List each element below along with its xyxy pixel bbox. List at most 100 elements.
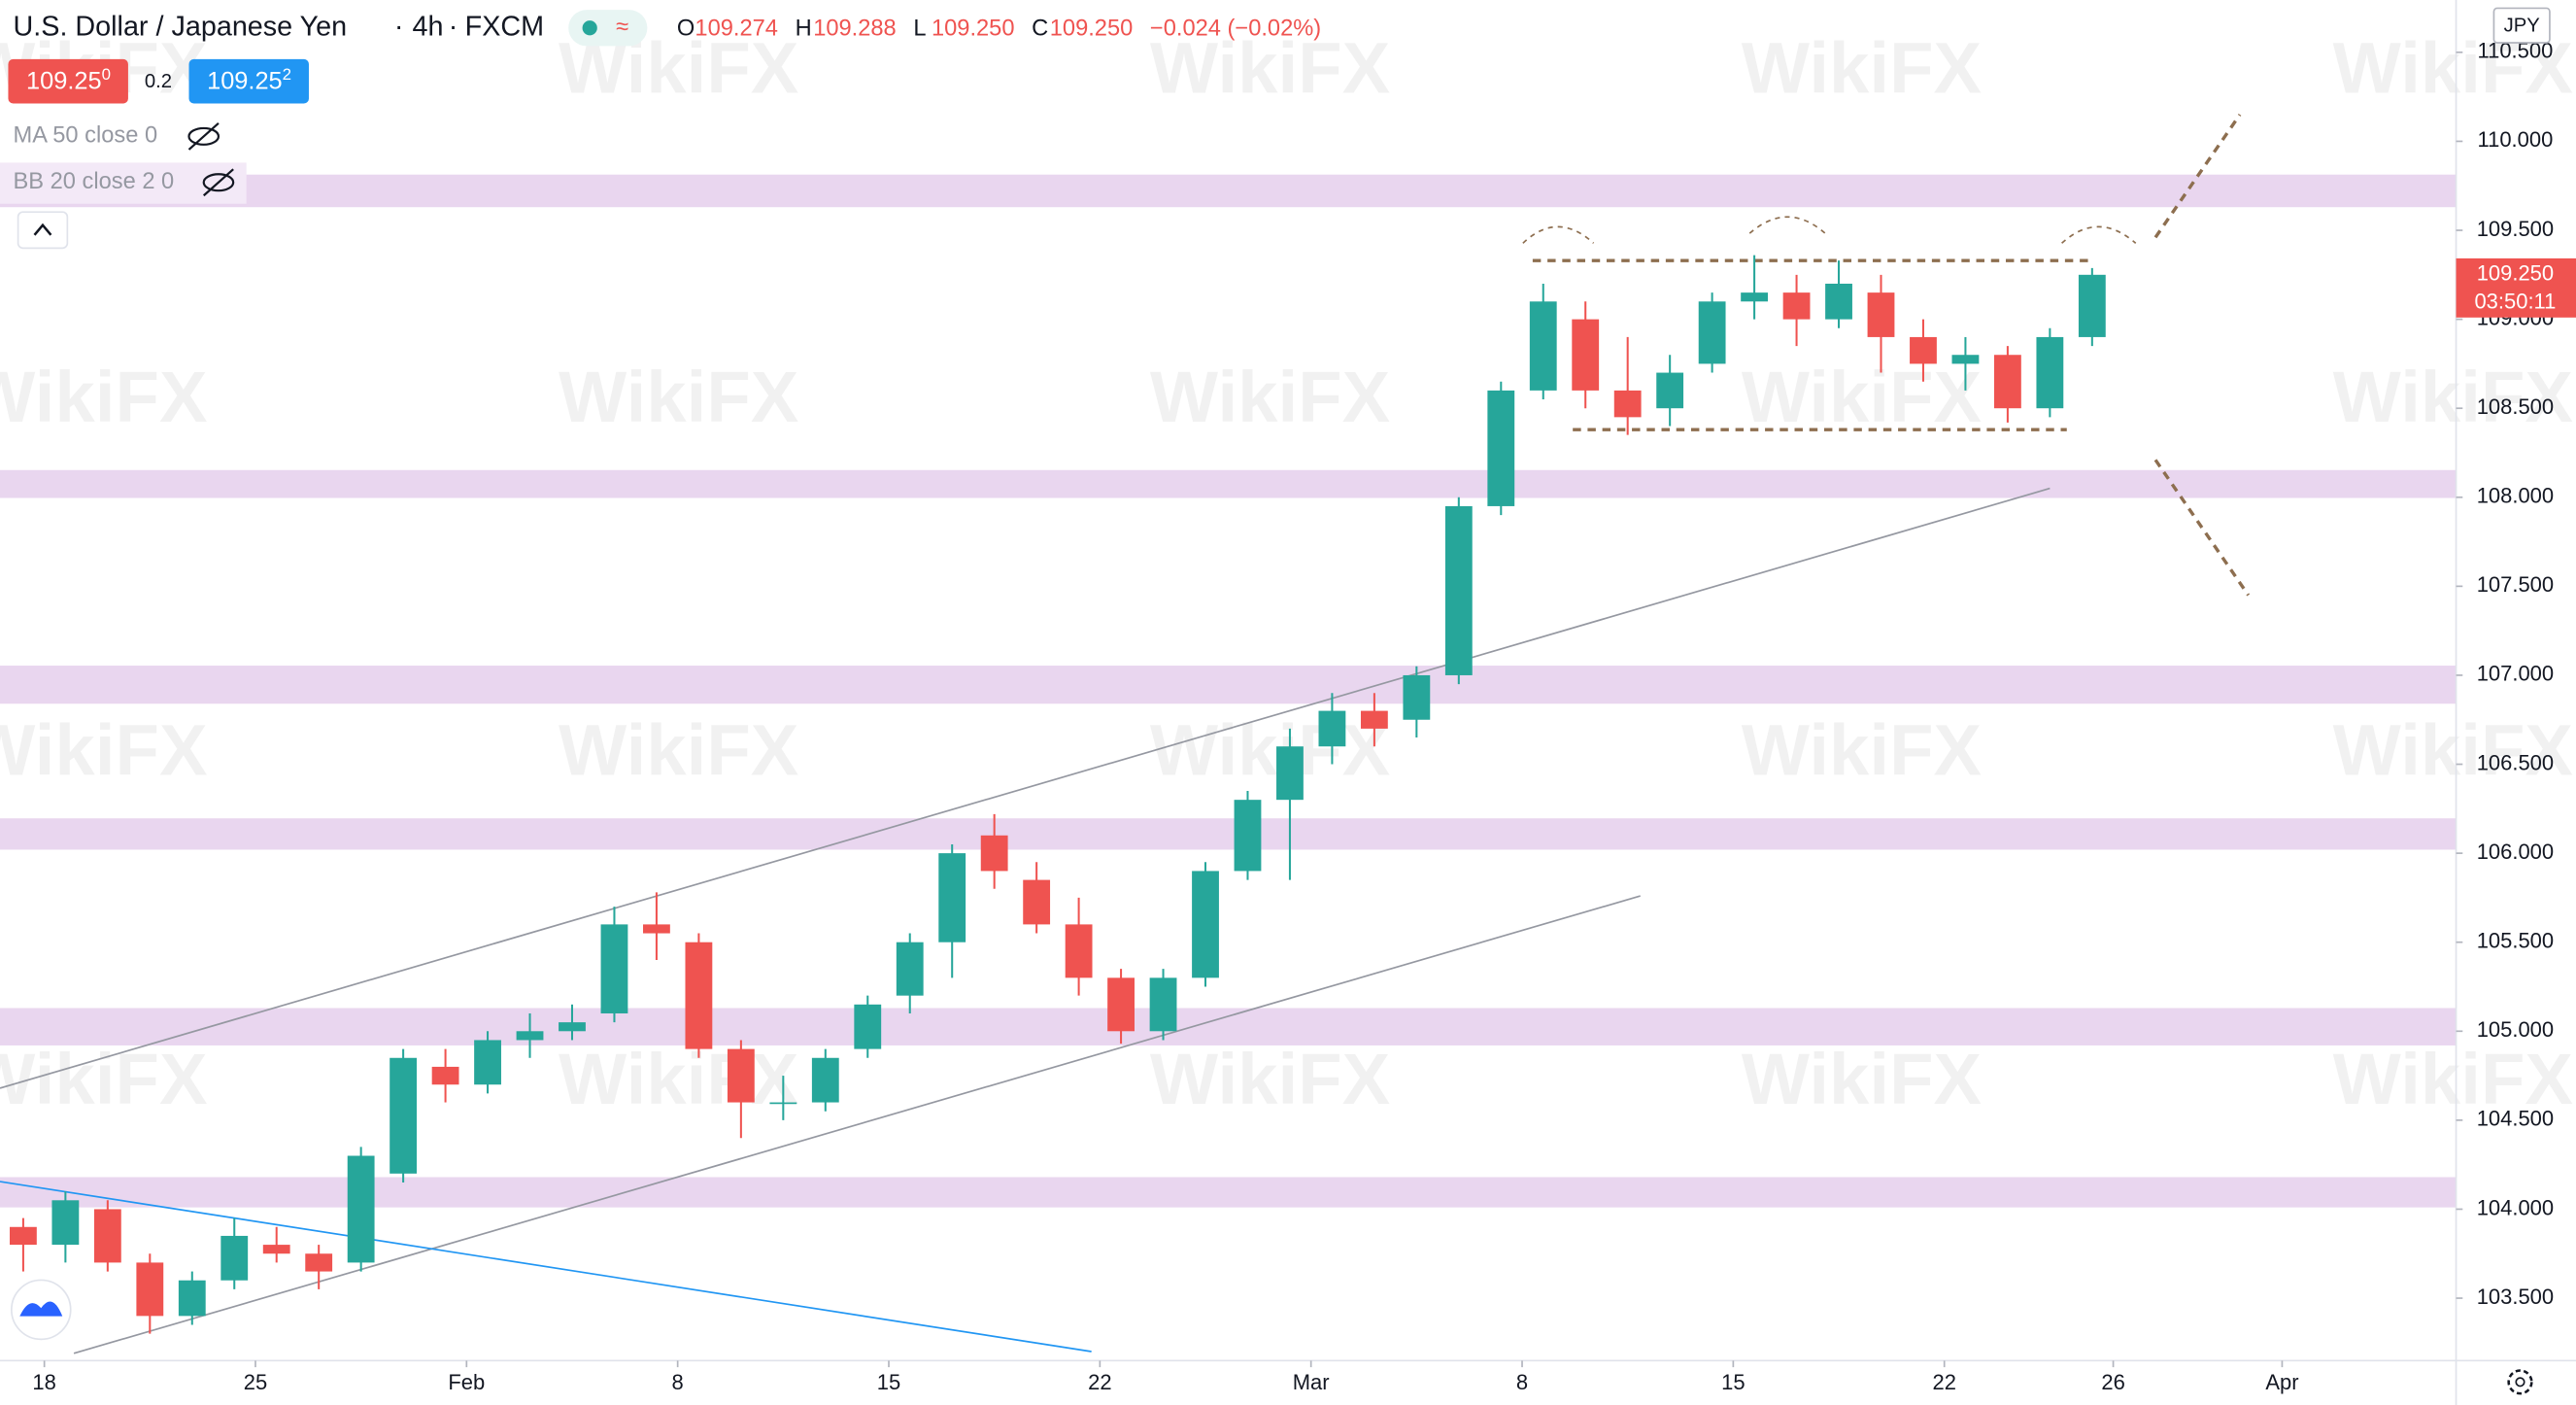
candle xyxy=(1107,969,1135,1045)
y-tick-label: 108.500 xyxy=(2477,394,2554,419)
overlay xyxy=(1522,216,2137,244)
interval[interactable]: 4h xyxy=(413,11,444,42)
body xyxy=(262,1245,290,1254)
candle xyxy=(2078,267,2106,347)
ohlc-key: H xyxy=(796,17,812,42)
y-tick-label: 106.000 xyxy=(2477,840,2554,864)
y-tick-label: 105.000 xyxy=(2477,1017,2554,1042)
candle xyxy=(600,907,628,1023)
x-tick-label: 25 xyxy=(244,1370,267,1394)
currency-box[interactable] xyxy=(2492,7,2551,44)
candle xyxy=(1192,862,1219,987)
spread: 0.2 xyxy=(145,71,172,92)
body xyxy=(1951,355,1980,364)
y-tick-label: 108.000 xyxy=(2477,484,2554,508)
arrow xyxy=(2153,459,2251,597)
body xyxy=(600,924,628,1013)
currency: JPY xyxy=(2504,15,2541,36)
watermarks: WikiFX WikiFX WikiFX WikiFX WikiFX WikiFX Wiki… xyxy=(0,28,2573,1119)
candle xyxy=(51,1191,80,1263)
body xyxy=(643,924,670,934)
y-tick-label: 106.500 xyxy=(2477,750,2554,774)
watermark: WikiFX xyxy=(559,357,798,437)
sell-button[interactable] xyxy=(8,58,128,104)
body xyxy=(1867,292,1895,337)
body xyxy=(178,1280,206,1317)
candle xyxy=(559,1004,586,1041)
price-axis: 103.500 104.000 104.500 105.000 105.500 106.0… xyxy=(2456,39,2554,1309)
ohlc-key: C xyxy=(1032,17,1048,42)
zone xyxy=(0,666,2457,704)
body xyxy=(1910,336,1937,364)
candle xyxy=(1403,666,1431,738)
candle xyxy=(1825,260,1852,328)
candle xyxy=(938,843,966,978)
x-tick-label: 26 xyxy=(2101,1370,2124,1394)
candle xyxy=(854,995,882,1058)
status-badge[interactable] xyxy=(568,10,648,47)
candle xyxy=(1234,791,1262,880)
body xyxy=(220,1235,249,1281)
body xyxy=(896,942,924,996)
body xyxy=(2078,274,2106,337)
x-tick-label: Feb xyxy=(448,1370,485,1394)
logo-mark xyxy=(19,1301,63,1317)
x-tick-label: Mar xyxy=(1293,1370,1330,1394)
sell-price[interactable]: 109.250 xyxy=(26,65,111,94)
body xyxy=(516,1031,544,1041)
zone xyxy=(0,1177,2457,1208)
body xyxy=(1444,505,1473,675)
arc xyxy=(2061,225,2137,244)
buy-button[interactable] xyxy=(188,58,309,104)
body xyxy=(1613,390,1642,418)
body xyxy=(474,1040,501,1085)
candle xyxy=(1910,319,1937,382)
buy-price[interactable]: 109.252 xyxy=(207,65,291,94)
body xyxy=(685,942,713,1049)
hidden-eye[interactable] xyxy=(187,122,220,151)
indicator[interactable]: BB 20 close 2 0 xyxy=(14,169,175,194)
settings-core xyxy=(2515,1377,2525,1388)
y-tick-label: 110.000 xyxy=(2478,127,2554,152)
drawings xyxy=(0,114,2251,1354)
candle xyxy=(347,1147,375,1272)
body xyxy=(431,1066,459,1085)
x-tick-label: 8 xyxy=(1516,1370,1528,1394)
sell-main: 109.25 xyxy=(26,67,102,94)
body xyxy=(390,1057,418,1174)
candle xyxy=(685,933,713,1058)
body xyxy=(1741,292,1769,302)
body xyxy=(1065,924,1093,978)
body xyxy=(811,1057,839,1103)
time-axis: 18 25 Feb 8 15 22 Mar 8 15 22 26 Apr xyxy=(32,1360,2299,1394)
y-tick-label: 107.500 xyxy=(2477,572,2554,597)
candle xyxy=(516,1012,544,1058)
y-tick-label: 107.000 xyxy=(2477,662,2554,686)
body xyxy=(854,1004,882,1049)
watermark: WikiFX xyxy=(559,1039,798,1119)
candle xyxy=(1065,897,1093,996)
ohlc-value: 109.274 xyxy=(695,17,778,42)
ohlc-value: 109.250 xyxy=(932,17,1015,42)
collapse-button[interactable] xyxy=(17,211,69,250)
candle xyxy=(1572,301,1600,409)
arc xyxy=(1748,216,1826,234)
candle xyxy=(178,1271,206,1325)
zone xyxy=(0,174,2457,208)
watermark: WikiFX xyxy=(1150,710,1390,791)
x-tick-label: 15 xyxy=(1721,1370,1745,1394)
watermark: WikiFX xyxy=(1742,357,1982,437)
market-open-dot xyxy=(582,20,597,36)
arc xyxy=(1522,225,1595,244)
ohlc-value: 109.250 xyxy=(1050,17,1134,42)
separator: · xyxy=(449,11,458,42)
candle xyxy=(1487,381,1515,516)
ohlc-value: 109.288 xyxy=(813,17,897,42)
indicator[interactable]: MA 50 close 0 xyxy=(14,123,158,149)
symbol: U.S. Dollar / Japanese Yen xyxy=(14,11,348,42)
candle xyxy=(1360,693,1388,747)
body xyxy=(1993,355,2021,409)
hidden-eye[interactable] xyxy=(202,168,235,197)
candle xyxy=(390,1048,418,1182)
x-tick-label: 15 xyxy=(877,1370,900,1394)
